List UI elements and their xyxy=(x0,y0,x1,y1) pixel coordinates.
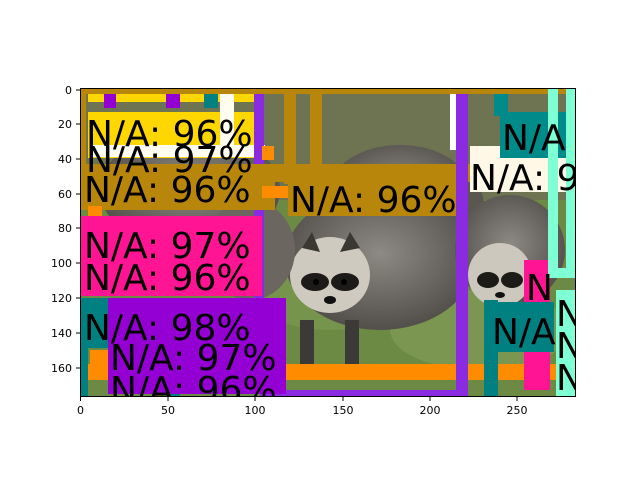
detection-label: N xyxy=(556,358,583,399)
raccoon-right-icon xyxy=(455,195,565,307)
y-axis: 0 20 40 60 80 100 120 140 160 xyxy=(51,84,80,375)
detection-label: N/A: 96% xyxy=(84,258,251,299)
x-tick-label: 0 xyxy=(77,404,84,417)
x-axis: 0 50 100 150 200 250 xyxy=(77,397,528,417)
detection-label: N/A: 9 xyxy=(470,158,580,199)
y-tick-label: 40 xyxy=(58,153,72,166)
detection-label: N/A: 96% xyxy=(86,114,253,155)
detection-label: N/A xyxy=(492,312,556,353)
detection-label: N/A: 97% xyxy=(110,338,277,379)
detection-label: N/A: 97% xyxy=(84,226,251,267)
detection-label: N/A: 98% xyxy=(84,308,251,349)
detection-overlays xyxy=(80,88,576,396)
raccoon-center-icon xyxy=(285,190,475,370)
detection-label: N xyxy=(556,326,583,367)
detection-label: N/A: 96% xyxy=(84,170,251,211)
y-tick-label: 20 xyxy=(58,118,72,131)
detection-label: N/A: 96% xyxy=(290,180,457,221)
detection-label: N/A: 97% xyxy=(86,140,253,181)
detection-label: N xyxy=(526,268,553,309)
x-tick-label: 150 xyxy=(333,404,354,417)
x-tick-label: 100 xyxy=(245,404,266,417)
y-tick-label: 120 xyxy=(51,292,72,305)
y-tick-label: 0 xyxy=(65,84,72,97)
detection-labels: N/A: 96% N/A: 97% N/A: 96% N/A: 96% N/A:… xyxy=(84,114,583,411)
detection-label: N/A xyxy=(502,118,566,159)
y-tick-label: 60 xyxy=(58,188,72,201)
x-tick-label: 50 xyxy=(161,404,175,417)
y-tick-label: 160 xyxy=(51,362,72,375)
axes-frame xyxy=(80,88,576,397)
y-tick-label: 140 xyxy=(51,327,72,340)
y-tick-label: 80 xyxy=(58,222,72,235)
detection-label: N/A: 96% xyxy=(110,370,277,411)
x-tick-label: 200 xyxy=(420,404,441,417)
y-tick-label: 100 xyxy=(51,257,72,270)
detection-label: N xyxy=(556,294,583,335)
x-tick-label: 250 xyxy=(507,404,528,417)
